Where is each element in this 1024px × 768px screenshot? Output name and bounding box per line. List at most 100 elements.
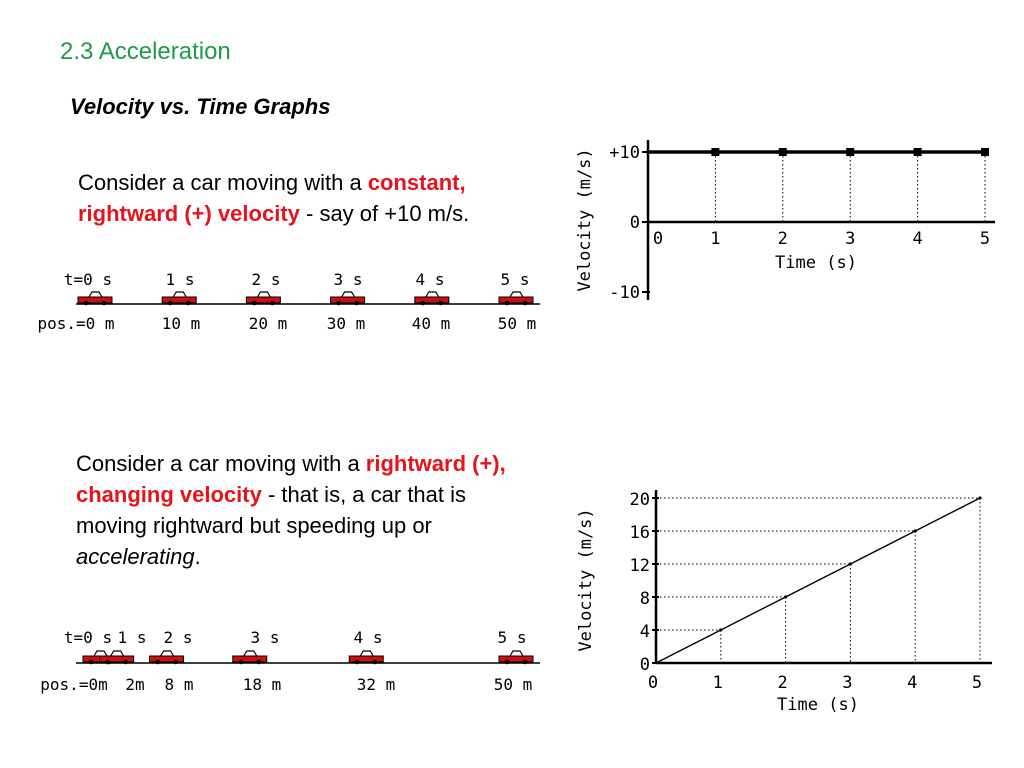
car-wheel <box>83 300 89 306</box>
car-wheel <box>522 300 528 306</box>
chart1-x-tick-label: 0 <box>653 229 663 249</box>
strip2-car <box>149 650 185 665</box>
chart2-y-tick-label: 16 <box>630 523 650 543</box>
car-wheel <box>270 300 275 306</box>
car-cab <box>243 650 258 657</box>
strip1-position-label: pos.=0 m <box>37 314 114 333</box>
chart1-x-tick-label: 1 <box>710 229 720 249</box>
strip2-car <box>498 650 534 665</box>
chart2-y-label: Velocity (m/s) <box>576 508 596 651</box>
strip1-car <box>161 291 197 306</box>
strip1-time-label: 3 s <box>334 270 363 289</box>
strip1-time-label: 5 s <box>501 270 530 289</box>
strip2-position-label: pos.=0m <box>40 675 107 694</box>
strip1-time-label: t=0 s <box>64 270 112 289</box>
chart1-data-point <box>981 148 989 156</box>
chart1-data-point <box>711 148 720 156</box>
chart2-x-tick-label: 3 <box>842 673 852 693</box>
car-wheel <box>336 300 341 306</box>
car-wheel <box>155 659 160 665</box>
car-wheel <box>354 300 359 306</box>
chart1-y-tick-label: -10 <box>609 283 640 303</box>
chart2-x-label: Time (s) <box>777 695 859 715</box>
car-body <box>330 296 366 304</box>
car-wheel <box>256 659 262 665</box>
strip2-time-label: t=0 s <box>64 628 112 647</box>
car-body <box>99 655 135 663</box>
strip1-car <box>414 291 450 306</box>
strip1-time-label: 4 s <box>416 270 445 289</box>
para2-suffix-b: . <box>194 544 201 569</box>
car-body <box>498 655 534 663</box>
para2-highlight: rightward (+), changing velocity <box>76 451 506 507</box>
chart1-x-tick-label: 2 <box>778 229 788 249</box>
para1-highlight: constant, rightward (+) velocity <box>78 170 466 226</box>
strip2-car <box>99 650 135 665</box>
car-wheel <box>522 659 528 665</box>
strip1-position-label: 40 m <box>412 314 451 333</box>
strip2-position-label: 32 m <box>357 675 396 694</box>
chart2-series-line <box>655 497 981 664</box>
paragraph-constant-velocity: Consider a car moving with a constant, r… <box>78 167 548 229</box>
strip2-time-label: 2 s <box>164 628 193 647</box>
car-cab <box>160 650 175 657</box>
strip2-time-label: 5 s <box>498 628 527 647</box>
strip1-car <box>498 291 534 306</box>
car-body <box>245 296 281 304</box>
para2-suffix-a: - that is, a car that is moving rightwar… <box>76 482 467 538</box>
car-cab <box>509 650 524 657</box>
car-wheel <box>438 300 444 306</box>
chart1-data-point <box>778 148 787 156</box>
strip1-position-label: 30 m <box>327 314 366 333</box>
strip1-position-label: 50 m <box>498 314 537 333</box>
strip1-time-label: 2 s <box>252 270 281 289</box>
car-cab <box>359 650 374 657</box>
car-cab <box>341 291 356 298</box>
strip2-time-label: 4 s <box>354 628 383 647</box>
car-wheel <box>420 300 426 306</box>
car-cab <box>509 291 524 298</box>
strip2-time-label: 1 s <box>118 628 147 647</box>
paragraph-changing-velocity: Consider a car moving with a rightward (… <box>76 448 506 572</box>
car-wheel <box>504 300 510 306</box>
car-wheel <box>173 659 178 665</box>
strip1-car <box>245 291 281 306</box>
car-wheel <box>504 659 510 665</box>
para1-prefix: Consider a car moving with a <box>78 170 368 195</box>
chart2-y-tick-label: 8 <box>640 589 650 609</box>
strip1-position-label: 20 m <box>249 314 288 333</box>
car-body <box>232 655 268 663</box>
chart2-data-point <box>784 595 788 599</box>
strip1-time-label: 1 s <box>166 270 195 289</box>
chart2-x-tick-label: 4 <box>907 673 917 693</box>
strip1-position-label: 10 m <box>162 314 201 333</box>
chart2-x-tick-label: 0 <box>648 673 658 693</box>
car-cab <box>93 650 108 657</box>
car-wheel <box>101 300 107 306</box>
strip2-position-label: 18 m <box>243 675 282 694</box>
car-wheel <box>105 659 110 665</box>
car-body <box>149 655 185 663</box>
chart1-data-point <box>913 148 922 156</box>
chart2-y-tick-label: 0 <box>640 655 650 675</box>
para1-suffix: - say of +10 m/s. <box>299 201 470 226</box>
section-title: 2.3 Acceleration <box>60 38 231 65</box>
chart1-x-label: Time (s) <box>775 253 857 273</box>
car-wheel <box>185 300 191 306</box>
para2-prefix: Consider a car moving with a <box>76 451 366 476</box>
car-wheel <box>88 659 94 665</box>
strip2-position-label: 8 m <box>165 675 194 694</box>
car-wheel <box>123 659 128 665</box>
chart1-y-label: Velocity (m/s) <box>575 148 595 291</box>
chart1-x-tick-label: 4 <box>912 229 922 249</box>
car-body <box>498 296 534 304</box>
chart2-y-tick-label: 20 <box>630 490 650 510</box>
car-body <box>161 296 197 304</box>
car-wheel <box>372 659 378 665</box>
car-wheel <box>238 659 244 665</box>
car-body <box>348 655 384 663</box>
car-cab <box>88 291 103 298</box>
slide-subtitle: Velocity vs. Time Graphs <box>70 94 331 119</box>
chart2-data-point <box>978 496 982 500</box>
